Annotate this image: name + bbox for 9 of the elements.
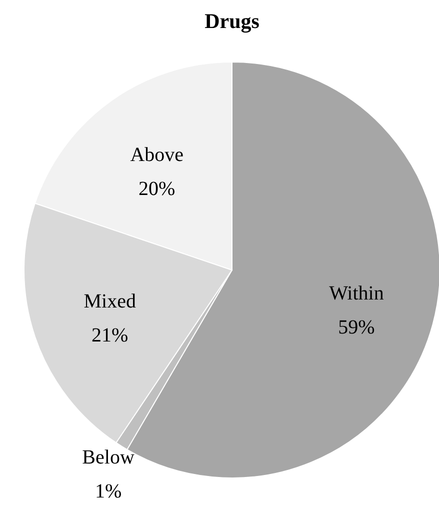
slice-label: Below — [82, 446, 135, 468]
data-label: 20% — [138, 178, 176, 200]
chart-title: Drugs — [204, 9, 260, 33]
slice-label: Mixed — [84, 290, 136, 312]
data-label: 59% — [338, 316, 375, 339]
slice-label: Above — [130, 144, 184, 166]
data-label: 21% — [92, 324, 128, 346]
data-label: 1% — [94, 480, 122, 502]
slice-label: Within — [329, 282, 384, 305]
